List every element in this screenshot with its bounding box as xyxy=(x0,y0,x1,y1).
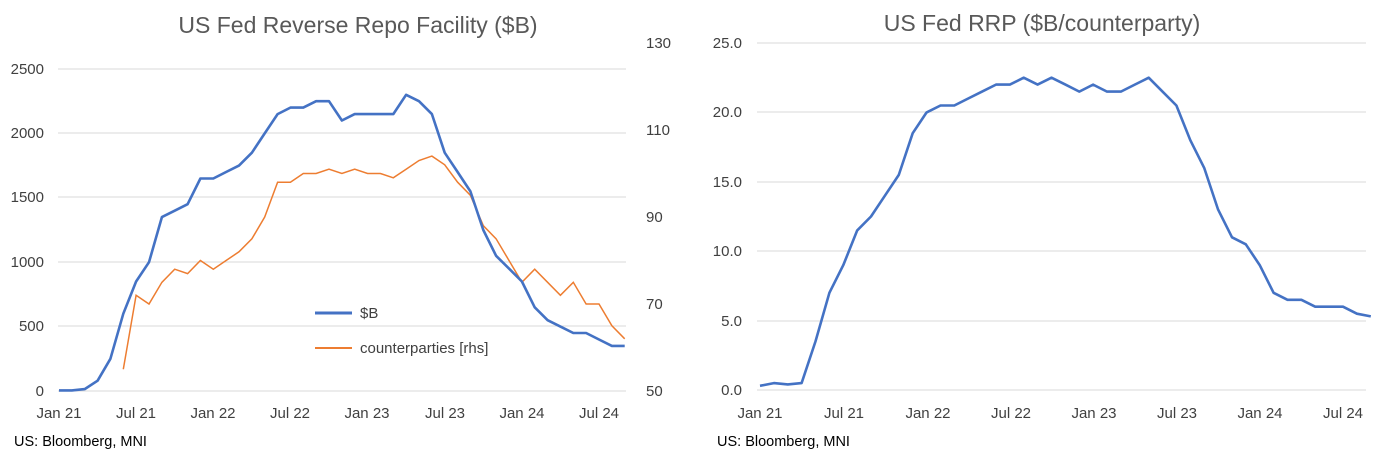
rrp-y-tick-15: 15.0 xyxy=(713,174,742,191)
rrp-x-tick-jul24: Jul 24 xyxy=(1323,405,1363,422)
left-x-tick-jul22: Jul 22 xyxy=(270,405,310,422)
left-x-tick-jan24: Jan 24 xyxy=(499,405,544,422)
rrp-y-tick-10: 10.0 xyxy=(713,243,742,260)
right-y-tick-70: 70 xyxy=(646,296,663,313)
right-y-tick-90: 90 xyxy=(646,209,663,226)
right-y-tick-50: 50 xyxy=(646,383,663,400)
rrp-x-tick-jan22: Jan 22 xyxy=(905,405,950,422)
left-y-tick-1000: 1000 xyxy=(11,254,44,271)
rrp-y-tick-0: 0.0 xyxy=(721,382,742,399)
right-y-axis-ticks: 50 70 90 110 130 xyxy=(646,35,671,400)
left-x-tick-jul24: Jul 24 xyxy=(579,405,619,422)
left-x-tick-jul21: Jul 21 xyxy=(116,405,156,422)
series-line-usd xyxy=(59,93,625,392)
rrp-x-tick-jul23: Jul 23 xyxy=(1157,405,1197,422)
left-y-tick-1500: 1500 xyxy=(11,189,44,206)
left-chart: US Fed Reverse Repo Facility ($B) 0 500 … xyxy=(11,12,671,450)
rrp-y-tick-20: 20.0 xyxy=(713,104,742,121)
left-x-tick-jan23: Jan 23 xyxy=(344,405,389,422)
right-chart-title: US Fed RRP ($B/counterparty) xyxy=(884,10,1201,36)
rrp-x-tick-jan24: Jan 24 xyxy=(1237,405,1282,422)
left-legend: $B counterparties [rhs] xyxy=(315,305,488,357)
left-x-tick-jan21: Jan 21 xyxy=(36,405,81,422)
left-x-tick-jan22: Jan 22 xyxy=(190,405,235,422)
right-y-tick-110: 110 xyxy=(646,122,670,139)
rrp-x-tick-jan21: Jan 21 xyxy=(737,405,782,422)
rrp-x-tick-jul21: Jul 21 xyxy=(824,405,864,422)
legend-label-counterparties: counterparties [rhs] xyxy=(360,340,488,357)
right-y-axis-ticks: 0.0 5.0 10.0 15.0 20.0 25.0 xyxy=(713,35,742,399)
left-y-tick-0: 0 xyxy=(36,383,44,400)
right-x-axis-ticks: Jan 21 Jul 21 Jan 22 Jul 22 Jan 23 Jul 2… xyxy=(737,405,1363,422)
right-chart: US Fed RRP ($B/counterparty) 0.0 5.0 10.… xyxy=(713,10,1372,450)
right-grid xyxy=(757,42,1366,391)
left-y-tick-2000: 2000 xyxy=(11,125,44,142)
series-line-rrp-per-counterparty xyxy=(759,76,1372,388)
rrp-x-tick-jan23: Jan 23 xyxy=(1071,405,1116,422)
right-chart-source: US: Bloomberg, MNI xyxy=(717,434,850,450)
left-y-axis-ticks: 0 500 1000 1500 2000 2500 xyxy=(11,61,44,400)
left-x-axis-ticks: Jan 21 Jul 21 Jan 22 Jul 22 Jan 23 Jul 2… xyxy=(36,405,619,422)
rrp-y-tick-5: 5.0 xyxy=(721,313,742,330)
series-line-counterparties xyxy=(122,155,626,370)
right-y-tick-130: 130 xyxy=(646,35,671,52)
left-chart-source: US: Bloomberg, MNI xyxy=(14,434,147,450)
left-y-tick-500: 500 xyxy=(19,318,44,335)
legend-label-usd: $B xyxy=(360,305,378,322)
rrp-y-tick-25: 25.0 xyxy=(713,35,742,52)
left-y-tick-2500: 2500 xyxy=(11,61,44,78)
left-x-tick-jul23: Jul 23 xyxy=(425,405,465,422)
rrp-x-tick-jul22: Jul 22 xyxy=(991,405,1031,422)
left-grid xyxy=(58,68,626,392)
left-series-layer xyxy=(59,93,626,392)
left-chart-title: US Fed Reverse Repo Facility ($B) xyxy=(178,12,537,38)
right-series-layer xyxy=(759,76,1372,388)
